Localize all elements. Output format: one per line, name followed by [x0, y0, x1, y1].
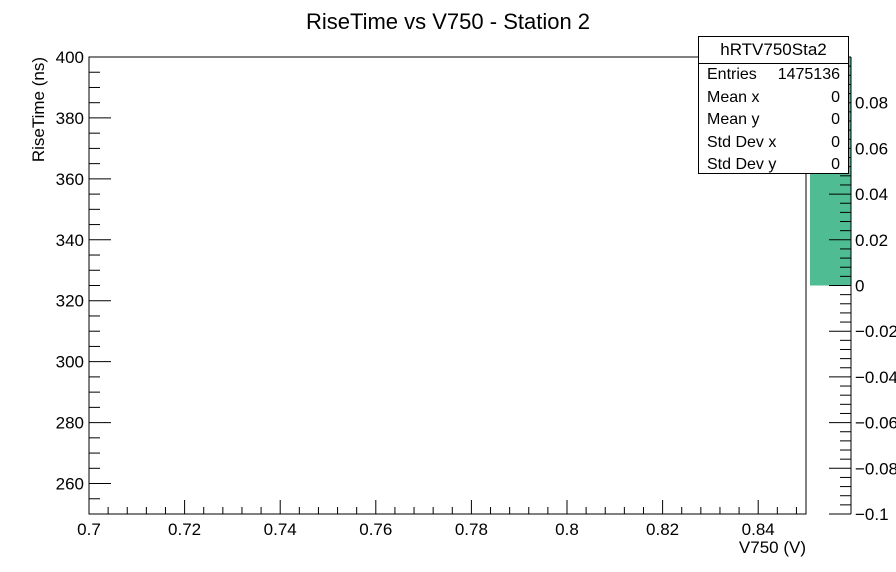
colorbar-tick-label: 0.02	[855, 231, 888, 250]
x-axis-label: V750 (V)	[739, 538, 806, 557]
y-tick-label: 360	[56, 170, 84, 189]
x-tick-label: 0.84	[742, 520, 775, 539]
stats-label: Mean x	[707, 88, 760, 106]
colorbar-tick-label: −0.02	[855, 322, 896, 341]
stats-row-mean-y: Mean y 0	[699, 109, 848, 132]
stats-value: 0	[831, 133, 840, 151]
colorbar-tick-label: −0.08	[855, 459, 896, 478]
x-tick-label: 0.8	[555, 520, 579, 539]
x-tick-label: 0.72	[168, 520, 201, 539]
y-axis-label: RiseTime (ns)	[29, 57, 48, 162]
colorbar-tick-label: −0.06	[855, 414, 896, 433]
stats-value: 0	[831, 88, 840, 106]
stats-value: 0	[831, 156, 840, 174]
stats-label: Std Dev x	[707, 133, 777, 151]
stats-value: 1475136	[777, 66, 840, 83]
y-tick-label: 260	[56, 475, 84, 494]
x-tick-label: 0.7	[77, 520, 101, 539]
x-tick-label: 0.74	[264, 520, 297, 539]
x-tick-label: 0.82	[646, 520, 679, 539]
y-tick-label: 280	[56, 414, 84, 433]
x-tick-label: 0.76	[359, 520, 392, 539]
colorbar-tick-label: 0.08	[855, 94, 888, 113]
stats-title: hRTV750Sta2	[699, 37, 848, 64]
stats-row-std-dev-y: Std Dev y 0	[699, 154, 848, 177]
y-tick-label: 320	[56, 292, 84, 311]
stats-value: 0	[831, 111, 840, 129]
chart-title: RiseTime vs V750 - Station 2	[306, 9, 590, 34]
colorbar-tick-label: 0	[855, 277, 864, 296]
y-tick-label: 300	[56, 353, 84, 372]
colorbar-tick-label: 0.06	[855, 139, 888, 158]
stats-label: Std Dev y	[707, 156, 777, 174]
x-tick-label: 0.78	[455, 520, 488, 539]
colorbar-tick-label: −0.04	[855, 368, 896, 387]
y-axis: 260 280 300 320 340 360 380 400	[56, 48, 111, 515]
stats-label: Mean y	[707, 111, 760, 129]
stats-box: hRTV750Sta2 Entries 1475136 Mean x 0 Mea…	[698, 36, 849, 174]
colorbar-tick-label: 0.04	[855, 185, 888, 204]
colorbar-tick-label: −0.1	[855, 505, 889, 524]
stats-row-entries: Entries 1475136	[699, 64, 848, 87]
stats-row-std-dev-x: Std Dev x 0	[699, 132, 848, 155]
y-tick-label: 340	[56, 231, 84, 250]
y-tick-label: 380	[56, 109, 84, 128]
stats-row-mean-x: Mean x 0	[699, 87, 848, 110]
stats-label: Entries	[707, 66, 757, 83]
x-axis: 0.7 0.72 0.74 0.76 0.78 0.8 0.82 0.84	[77, 500, 797, 539]
y-tick-label: 400	[56, 48, 84, 67]
